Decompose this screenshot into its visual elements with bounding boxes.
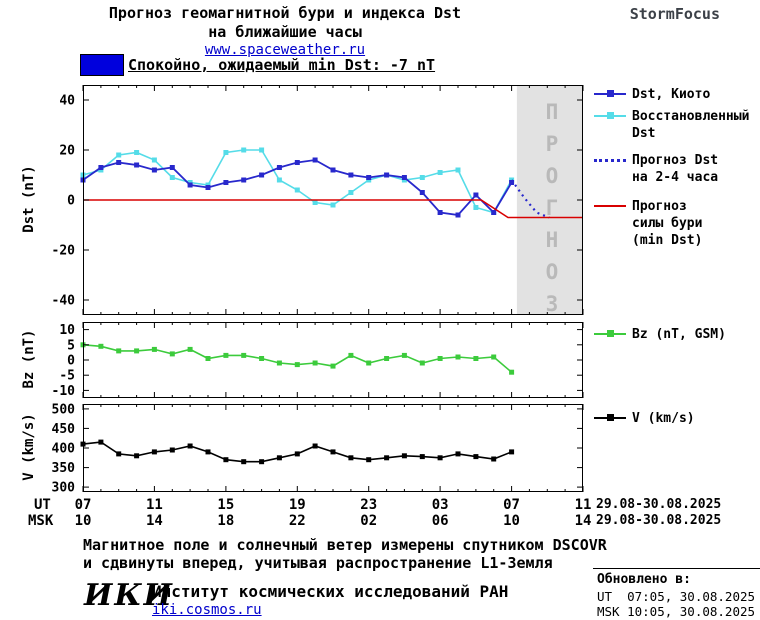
ut-axis-label: UT [34, 497, 51, 513]
page-title-line1: Прогноз геомагнитной бури и индекса Dst [108, 4, 462, 22]
svg-text:300: 300 [52, 481, 76, 496]
updated-ut-time: UT 07:05, 30.08.2025 [597, 589, 756, 604]
legend-label: Прогноз [632, 199, 687, 214]
x-tick-label: 10 [74, 513, 92, 529]
x-tick-label: 02 [360, 513, 378, 529]
legend-v: V (km/s) [594, 410, 695, 427]
legend-dst-restored: Восстановленный Dst [594, 108, 749, 142]
forecast-zone-label: ПРОГНОЗ [540, 100, 564, 324]
x-tick-label: 10 [503, 513, 520, 529]
x-tick-label: 15 [217, 497, 235, 513]
svg-text:0: 0 [67, 354, 75, 369]
footnote-line1: Магнитное поле и солнечный ветер измерен… [83, 536, 607, 554]
spaceweather-link[interactable]: www.spaceweather.ru [204, 42, 366, 58]
svg-text:5: 5 [67, 338, 75, 353]
legend-label: Восстановленный [632, 109, 750, 124]
legend-label: Dst, Киото [632, 87, 711, 102]
x-tick-label: 07 [503, 497, 520, 513]
dst-restored-swatch-icon [594, 112, 626, 121]
dst-chart-panel: 40 20 0 -20 -40 [52, 85, 584, 315]
legend-label: (min Dst) [632, 233, 703, 248]
svg-text:-5: -5 [59, 369, 75, 384]
legend-label: V (km/s) [632, 411, 695, 426]
legend-label: силы бури [632, 216, 703, 231]
svg-text:350: 350 [52, 461, 76, 476]
svg-text:10: 10 [59, 323, 75, 338]
svg-text:-40: -40 [52, 294, 76, 309]
legend-label: Прогноз Dst [632, 153, 719, 168]
svg-text:400: 400 [52, 442, 76, 457]
msk-date-range: 29.08-30.08.2025 [596, 513, 722, 528]
svg-text:40: 40 [59, 94, 75, 109]
legend-dst-kyoto: Dst, Киото [594, 86, 710, 103]
legend-dst-forecast: Прогноз Dst на 2-4 часа [594, 152, 718, 186]
legend-storm-forecast: Прогноз силы бури (min Dst) [594, 198, 702, 249]
svg-text:0: 0 [67, 194, 75, 209]
dst-axis-label: Dst (nT) [21, 165, 37, 233]
dst-kyoto-swatch-icon [594, 90, 626, 99]
x-tick-label: 07 [74, 497, 92, 513]
msk-axis-label: MSK [28, 513, 54, 529]
footnote-line2: и сдвинуты вперед, учитывая распростране… [83, 554, 553, 572]
x-tick-label: 18 [217, 513, 235, 529]
legend-label: на 2-4 часа [632, 170, 719, 185]
v-chart-panel: 500 450 400 350 300 [52, 402, 584, 496]
v-swatch-icon [594, 414, 626, 423]
institute-name: Институт космических исследований РАН [152, 582, 509, 601]
msk-axis-row: MSK 29.08-30.08.2025 10 14 18 22 02 06 10 14 [0, 513, 760, 530]
brand-stormfocus: StormFocus [629, 5, 720, 23]
x-tick-label: 14 [574, 513, 592, 529]
x-tick-label: 19 [288, 497, 306, 513]
x-tick-label: 14 [145, 513, 163, 529]
svg-text:500: 500 [52, 402, 76, 417]
legend-label: Dst [632, 126, 656, 141]
svg-text:-20: -20 [52, 244, 76, 259]
legend-bz: Bz (nT, GSM) [594, 326, 726, 343]
legend-label: Bz (nT, GSM) [632, 327, 726, 342]
storm-level-swatch [80, 54, 124, 76]
x-tick-label: 06 [431, 513, 449, 529]
updated-label: Обновлено в: [597, 572, 691, 587]
bz-swatch-icon [594, 330, 626, 339]
x-tick-label: 11 [574, 497, 592, 513]
storm-status-text: Спокойно, ожидаемый min Dst: -7 nT [128, 56, 436, 74]
x-tick-label: 11 [145, 497, 163, 513]
iki-logo: ИКИ [84, 578, 174, 613]
svg-text:-10: -10 [52, 384, 76, 399]
ut-axis-row: UT 29.08-30.08.2025 07 11 15 19 23 03 07 11 [0, 497, 760, 514]
storm-forecast-swatch-icon [594, 202, 626, 211]
updated-divider [593, 568, 760, 569]
dst-forecast-swatch-icon [594, 156, 626, 165]
page-title-line2: на ближайшие часы [208, 23, 362, 41]
ut-date-range: 29.08-30.08.2025 [596, 497, 722, 512]
x-tick-label: 03 [431, 497, 449, 513]
x-tick-label: 23 [360, 497, 378, 513]
svg-text:450: 450 [52, 422, 76, 437]
svg-text:20: 20 [59, 144, 75, 159]
updated-msk-time: MSK 10:05, 30.08.2025 [597, 604, 756, 619]
iki-site-link[interactable]: iki.cosmos.ru [152, 602, 262, 618]
x-tick-label: 22 [288, 513, 306, 529]
